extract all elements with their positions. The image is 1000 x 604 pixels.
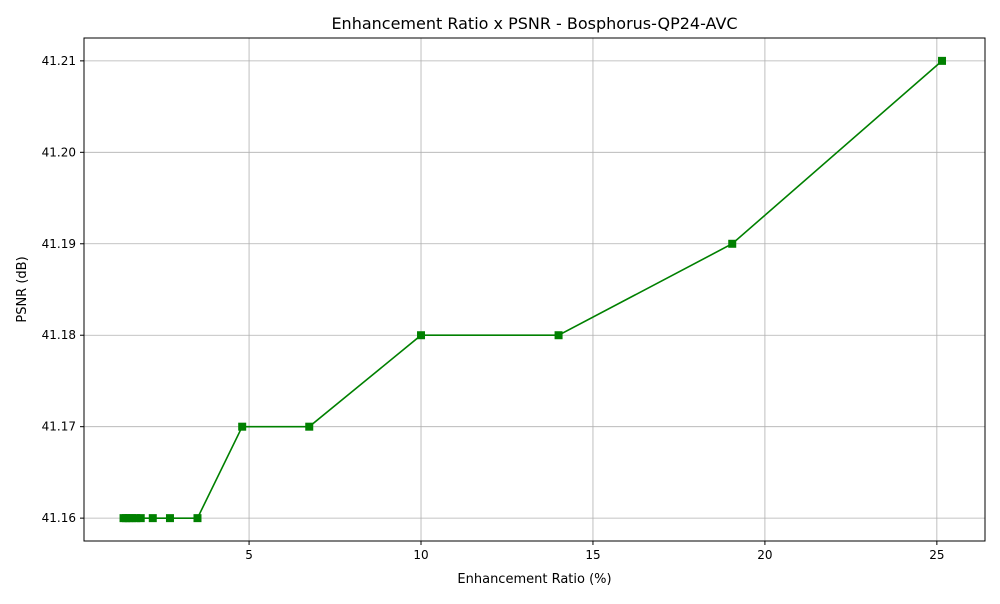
y-tick-label: 41.18 xyxy=(42,328,76,342)
plot-frame xyxy=(83,37,986,542)
x-tick-label: 25 xyxy=(929,548,944,562)
series-layer xyxy=(119,56,947,523)
data-point-marker xyxy=(132,514,141,523)
grid-lines xyxy=(84,38,985,541)
axis-ticks: 5 10 15 20 25 41.16 41.17 41.18 41.19 41.20 41.21 xyxy=(42,54,945,562)
data-point-marker xyxy=(193,514,202,523)
data-point-marker xyxy=(165,514,174,523)
data-point-marker xyxy=(136,514,145,523)
data-point-marker xyxy=(305,422,314,431)
data-point-marker xyxy=(554,331,563,340)
y-tick-label: 41.17 xyxy=(42,420,76,434)
x-tick-label: 15 xyxy=(585,548,600,562)
data-point-marker xyxy=(148,514,157,523)
x-tick-label: 10 xyxy=(413,548,428,562)
data-point-marker xyxy=(417,331,426,340)
x-axis-label: Enhancement Ratio (%) xyxy=(457,572,611,587)
data-point-marker xyxy=(728,239,737,248)
chart-title: Enhancement Ratio x PSNR - Bosphorus-QP2… xyxy=(331,14,737,33)
data-point-marker xyxy=(938,56,947,65)
y-axis-label: PSNR (dB) xyxy=(15,256,30,322)
data-point-marker xyxy=(238,422,247,431)
y-tick-label: 41.16 xyxy=(42,511,76,525)
y-tick-label: 41.21 xyxy=(42,54,76,68)
x-tick-label: 20 xyxy=(757,548,772,562)
y-tick-label: 41.19 xyxy=(42,237,76,251)
y-tick-label: 41.20 xyxy=(42,145,76,159)
x-tick-label: 5 xyxy=(245,548,253,562)
data-point-marker xyxy=(128,514,137,523)
